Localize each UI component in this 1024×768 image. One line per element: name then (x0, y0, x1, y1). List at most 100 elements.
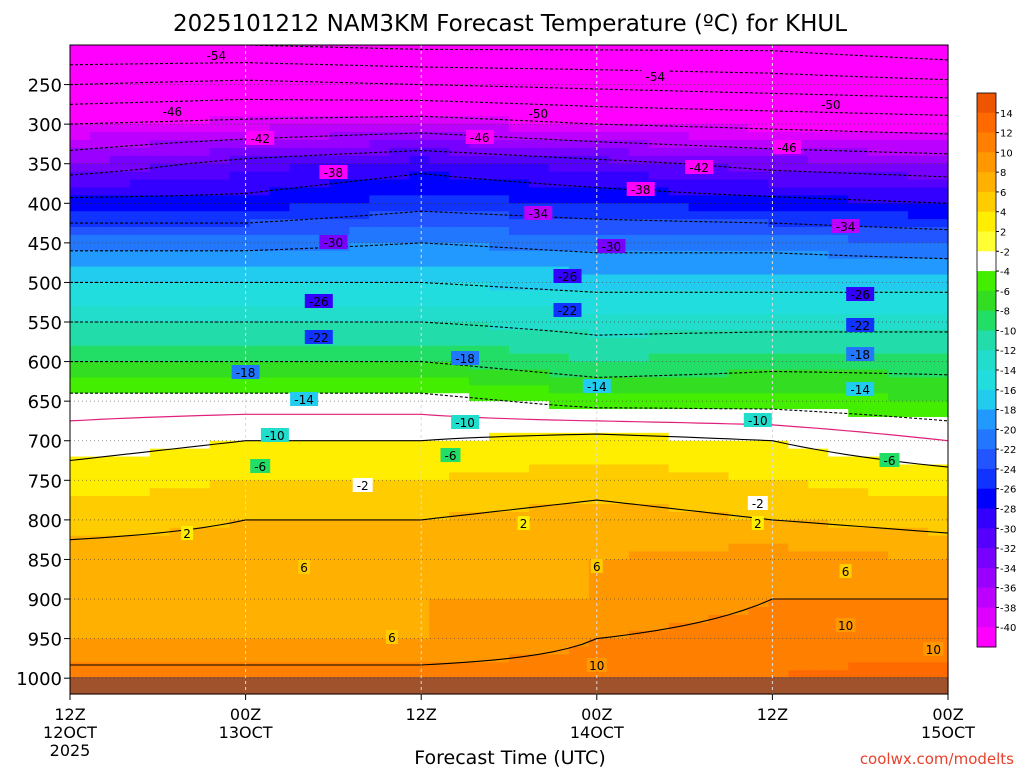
temp-cell (469, 329, 490, 339)
temp-cell (489, 234, 510, 244)
temp-cell (868, 171, 889, 181)
temp-cell (70, 472, 91, 481)
temp-cell (369, 124, 390, 133)
temp-cell (189, 448, 211, 458)
temp-cell (369, 274, 390, 284)
temp-cell (668, 599, 690, 608)
temp-cell (209, 432, 231, 442)
temp-cell (309, 68, 330, 78)
temp-cell (608, 274, 630, 284)
contour-label: -22 (558, 304, 578, 318)
temp-cell (249, 409, 271, 418)
temp-cell (189, 361, 211, 371)
temp-cell (489, 108, 510, 117)
colorbar-swatch (977, 607, 996, 628)
temp-cell (848, 630, 869, 640)
temp-cell (768, 179, 789, 189)
temp-cell (588, 203, 610, 212)
temp-cell (369, 337, 390, 347)
temp-cell (928, 274, 949, 284)
temp-cell (808, 258, 829, 268)
temp-cell (568, 298, 590, 307)
temp-cell (828, 670, 849, 679)
temp-cell (848, 179, 869, 189)
temp-cell (848, 416, 869, 426)
temp-cell (548, 187, 570, 196)
temp-cell (608, 147, 630, 157)
temp-cell (109, 535, 131, 545)
temp-cell (548, 52, 570, 62)
temp-cell (449, 163, 470, 173)
chart-title: 2025101212 NAM3KM Forecast Temperature (… (173, 11, 847, 37)
temp-cell (249, 504, 271, 513)
temp-cell (229, 306, 251, 315)
temp-cell (628, 385, 650, 394)
temp-cell (289, 369, 311, 379)
temp-cell (309, 266, 330, 276)
temp-cell (668, 155, 690, 165)
temp-cell (389, 298, 410, 307)
temp-cell (648, 575, 670, 584)
temp-cell (568, 599, 590, 608)
temp-cell (748, 401, 769, 410)
temp-cell (768, 219, 789, 228)
temp-cell (249, 614, 271, 624)
temp-cell (89, 448, 111, 458)
temp-cell (668, 132, 690, 141)
temp-cell (568, 575, 590, 584)
temp-cell (628, 147, 650, 157)
temp-cell (129, 124, 151, 133)
y-tick-label: 700 (28, 432, 62, 453)
temp-cell (409, 385, 430, 394)
temp-cell (928, 219, 949, 228)
temp-cell (648, 409, 670, 418)
temp-cell (728, 488, 750, 497)
contour-label-bg (846, 382, 875, 396)
contour-label-bg (747, 496, 768, 510)
temp-cell (389, 599, 410, 608)
temp-cell (668, 377, 690, 386)
temp-cell (89, 599, 111, 608)
temp-cell (269, 583, 291, 592)
temp-cell (868, 527, 889, 537)
temp-cell (928, 535, 949, 545)
temp-cell (668, 203, 690, 212)
temp-cell (389, 60, 410, 70)
contour-label: -10 (748, 414, 768, 428)
temp-cell (688, 45, 710, 54)
temp-cell (409, 480, 430, 489)
temp-cell (628, 250, 650, 260)
temp-cell (568, 416, 590, 426)
temp-cell (588, 456, 610, 466)
temp-cell (349, 234, 370, 244)
contour-label: 6 (300, 561, 308, 575)
temp-cell (509, 654, 530, 663)
temp-cell (708, 290, 730, 299)
temp-cell (429, 250, 450, 260)
temp-cell (169, 124, 191, 133)
temp-cell (89, 250, 111, 260)
temp-cell (329, 504, 350, 513)
temp-cell (209, 139, 231, 149)
colorbar-swatch (977, 191, 996, 213)
temp-cell (708, 250, 730, 260)
temp-cell (808, 124, 829, 133)
temp-cell (269, 646, 291, 656)
temp-cell (269, 108, 291, 117)
temp-cell (209, 416, 231, 426)
temp-cell (808, 60, 829, 70)
temp-cell (249, 116, 271, 125)
temp-cell (528, 147, 550, 157)
temp-cell (149, 171, 171, 181)
temp-cell (768, 409, 789, 418)
temp-cell (728, 337, 750, 347)
temp-cell (528, 195, 550, 204)
temp-cell (189, 234, 211, 244)
colorbar-swatch (977, 132, 996, 153)
temp-cell (728, 314, 750, 323)
temp-cell (269, 306, 291, 315)
temp-cell (509, 298, 530, 307)
temp-cell (708, 622, 730, 632)
temp-cell (129, 258, 151, 268)
temp-cell (768, 424, 789, 434)
